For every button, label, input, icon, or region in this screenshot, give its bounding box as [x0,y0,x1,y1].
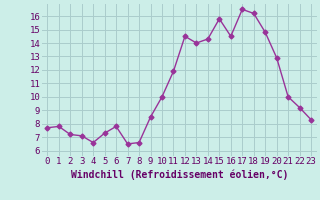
X-axis label: Windchill (Refroidissement éolien,°C): Windchill (Refroidissement éolien,°C) [70,169,288,180]
